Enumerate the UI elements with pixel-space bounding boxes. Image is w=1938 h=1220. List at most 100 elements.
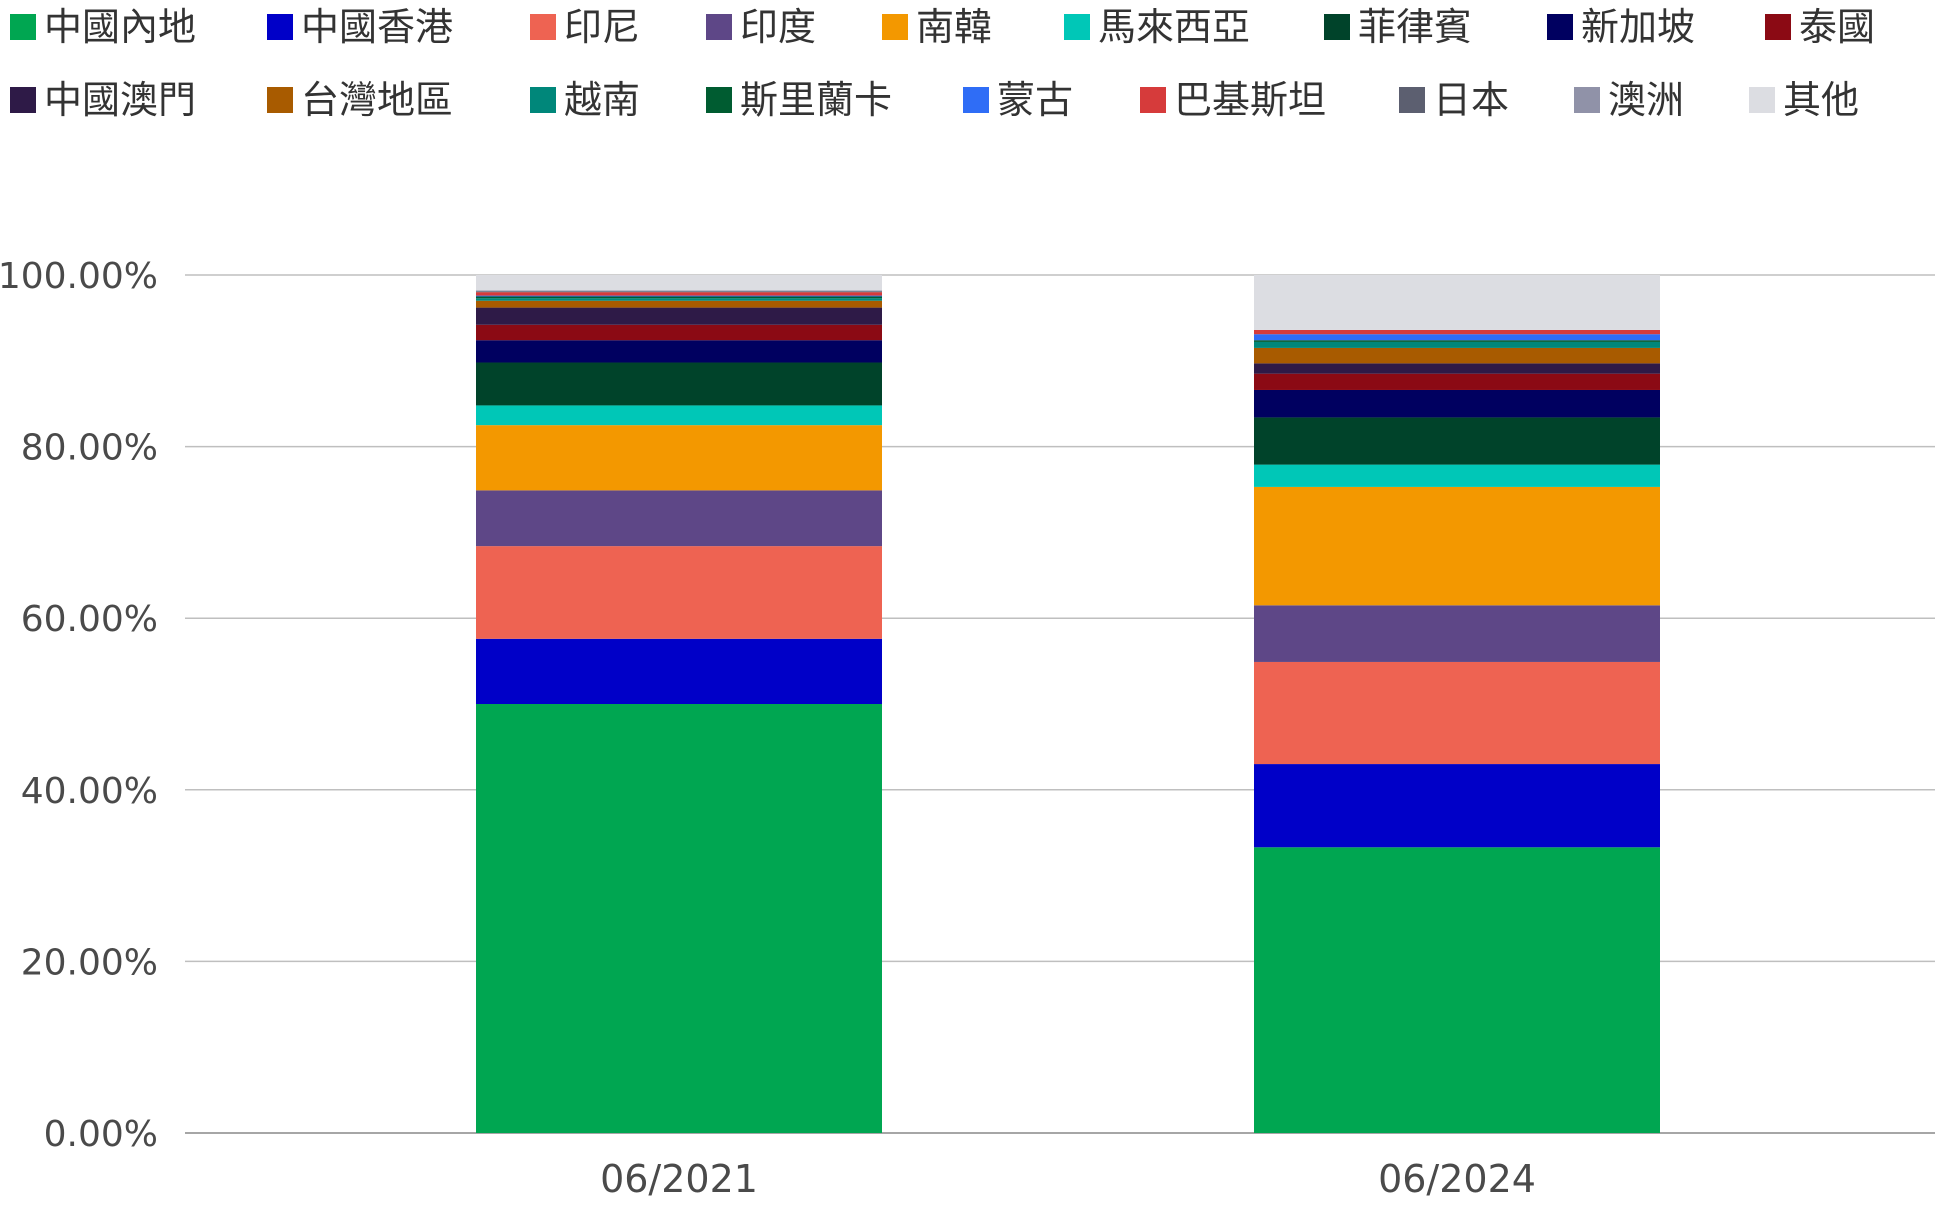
legend-item: 斯里蘭卡 (706, 78, 892, 122)
legend-swatch (1064, 14, 1090, 40)
bar-segment (476, 298, 882, 301)
y-tick-label: 100.00% (0, 256, 158, 297)
bar-segment (476, 405, 882, 426)
bar-segment (476, 295, 882, 297)
legend-label: 巴基斯坦 (1174, 78, 1326, 122)
legend-item: 台灣地區 (267, 78, 453, 122)
legend-item: 馬來西亞 (1064, 5, 1250, 49)
bar-segment (476, 362, 882, 406)
bar-segment (1254, 417, 1660, 465)
legend-item: 中國澳門 (10, 78, 196, 122)
gridlines (185, 274, 1935, 1134)
legend-item: 蒙古 (963, 78, 1073, 122)
legend-swatch (1574, 87, 1600, 113)
legend-swatch (882, 14, 908, 40)
legend-item: 日本 (1399, 78, 1509, 122)
legend-swatch (1749, 87, 1775, 113)
legend-label: 蒙古 (997, 78, 1073, 122)
y-tick-label: 80.00% (21, 428, 158, 469)
bar-segment (476, 300, 882, 308)
legend-swatch (530, 87, 556, 113)
bar-segment (476, 307, 882, 325)
bar-segment (476, 324, 882, 341)
legend-item: 其他 (1749, 78, 1859, 122)
x-axis: 06/2021 06/2024 (600, 1157, 1536, 1201)
bar-segment (476, 546, 882, 639)
legend-label: 日本 (1433, 78, 1509, 122)
bar-segment (1254, 661, 1660, 765)
bar-segment (1254, 464, 1660, 487)
x-tick-label: 06/2024 (1378, 1157, 1536, 1201)
legend-swatch (1140, 87, 1166, 113)
legend-swatch (267, 14, 293, 40)
bar-segment (1254, 340, 1660, 342)
bar-segment (1254, 847, 1660, 1133)
bar-segment (1254, 347, 1660, 364)
legend-item: 菲律賓 (1324, 5, 1472, 49)
bar-segment (476, 290, 882, 292)
bar-segment (476, 291, 882, 293)
legend-label: 其他 (1783, 78, 1859, 122)
legend-item: 印尼 (530, 5, 640, 49)
legend-item: 澳洲 (1574, 78, 1684, 122)
legend-label: 印度 (740, 5, 816, 49)
x-tick-label: 06/2021 (600, 1157, 758, 1201)
bar-segment (476, 340, 882, 363)
bar-segment (1254, 363, 1660, 374)
legend-label: 泰國 (1799, 5, 1875, 49)
legend-label: 南韓 (916, 5, 992, 49)
legend-swatch (10, 87, 36, 113)
bars (476, 275, 1660, 1133)
legend-item: 巴基斯坦 (1140, 78, 1326, 122)
y-tick-label: 40.00% (21, 771, 158, 812)
legend-swatch (963, 87, 989, 113)
bar-segment (476, 296, 882, 299)
bar-segment (476, 292, 882, 296)
legend-label: 台灣地區 (301, 78, 453, 122)
bar-stack (1254, 275, 1660, 1133)
bar-segment (1254, 764, 1660, 848)
bar-segment (1254, 486, 1660, 606)
legend-item: 印度 (706, 5, 816, 49)
bar-segment (1254, 605, 1660, 662)
legend-swatch (1324, 14, 1350, 40)
legend-swatch (1399, 87, 1425, 113)
bar-segment (1254, 334, 1660, 341)
y-tick-label: 0.00% (44, 1114, 158, 1155)
legend-label: 越南 (564, 78, 640, 122)
legend-swatch (706, 14, 732, 40)
legend-item: 泰國 (1765, 5, 1875, 49)
bar-segment (476, 490, 882, 547)
y-tick-label: 20.00% (21, 942, 158, 983)
bar-segment (1254, 329, 1660, 335)
legend-swatch (1547, 14, 1573, 40)
legend-item: 南韓 (882, 5, 992, 49)
legend-label: 斯里蘭卡 (740, 78, 892, 122)
legend-label: 印尼 (564, 5, 640, 49)
legend-swatch (530, 14, 556, 40)
legend-label: 中國香港 (301, 5, 453, 49)
legend-swatch (1765, 14, 1791, 40)
bar-segment (476, 638, 882, 704)
legend-item: 越南 (530, 78, 640, 122)
legend-label: 新加坡 (1581, 5, 1695, 49)
bar-segment (1254, 275, 1660, 330)
legend-swatch (10, 14, 36, 40)
bar-stack (476, 275, 882, 1133)
legend-item: 中國香港 (267, 5, 453, 49)
bar-segment (476, 425, 882, 491)
legend-label: 馬來西亞 (1098, 5, 1250, 49)
legend-label: 中國澳門 (44, 78, 196, 122)
y-tick-label: 60.00% (21, 599, 158, 640)
legend-label: 中國內地 (44, 5, 196, 49)
bar-segment (1254, 373, 1660, 390)
bar-segment (1254, 389, 1660, 418)
legend-item: 新加坡 (1547, 5, 1695, 49)
bar-segment (476, 275, 882, 291)
legend-swatch (706, 87, 732, 113)
y-axis: 0.00% 20.00% 40.00% 60.00% 80.00% 100.00% (0, 256, 158, 1155)
legend-item: 中國內地 (10, 5, 196, 49)
